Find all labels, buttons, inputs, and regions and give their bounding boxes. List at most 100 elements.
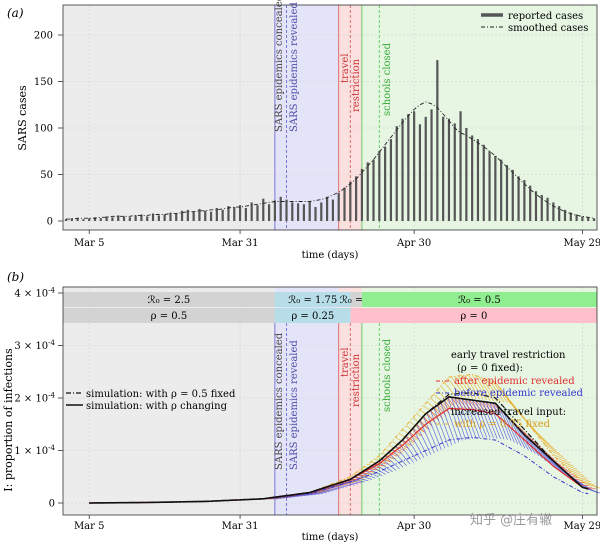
bar	[587, 217, 590, 221]
hatch-after	[478, 400, 489, 412]
phase-concealed-band	[63, 287, 275, 515]
bar	[378, 151, 381, 221]
hatch-increased	[555, 457, 571, 464]
hatch-before	[478, 400, 494, 439]
hatch-before	[447, 397, 463, 441]
hatch-after	[423, 416, 433, 427]
scenario-legend: early travel restriction (ρ = 0 fixed): …	[436, 350, 584, 430]
x-tick-label: May 29	[564, 521, 600, 532]
hatch-increased	[419, 409, 435, 421]
phase-revealed-band	[274, 287, 339, 515]
hatch-increased	[461, 375, 477, 399]
hatch-before	[461, 398, 477, 439]
hatch-before	[381, 458, 397, 471]
label-concealed: SARS epidemics concealed	[274, 0, 285, 132]
bar	[360, 168, 364, 221]
bar	[70, 218, 73, 221]
panel-a-y-ticks: 0 50 100 150 200	[34, 31, 63, 228]
hatch-after	[468, 399, 478, 410]
hatch-increased	[447, 378, 463, 398]
bar	[198, 208, 201, 221]
hatch-increased	[586, 483, 600, 489]
parameter-rows: ℛ₀ = 2.5 ℛ₀ = 1.75 ℛ₀ = 1 ℛ₀ = 0.5 ρ = 0.5 ρ …	[63, 292, 597, 323]
bar	[273, 200, 276, 221]
hatch-increased	[541, 440, 557, 451]
r0-cell	[63, 292, 275, 307]
bar	[314, 207, 317, 221]
hatch-after	[381, 458, 391, 463]
bar	[592, 218, 596, 221]
watermark: 知乎 @庄有辙	[470, 512, 552, 528]
bar	[244, 207, 247, 221]
hatch-increased	[572, 473, 588, 480]
bar	[471, 135, 474, 221]
bar	[563, 209, 567, 221]
r0-cell	[350, 292, 362, 307]
bar	[296, 203, 300, 221]
y-tick-label: 4 × 10-4	[14, 287, 55, 300]
bar	[88, 218, 91, 221]
legend-sim-fixed-label: simulation: with ρ = 0.5 fixed	[86, 389, 236, 400]
bar	[558, 206, 561, 221]
hatch-before	[464, 399, 481, 439]
bar	[436, 60, 439, 221]
label-travel-restriction-2: restriction	[351, 353, 362, 407]
hatch-before	[353, 476, 369, 482]
bar	[169, 212, 172, 221]
hatch-increased	[391, 441, 407, 450]
hatch-increased	[402, 429, 418, 441]
hatch-before	[482, 401, 498, 439]
panel-a-frame	[62, 4, 598, 231]
reported-cases-bars	[64, 60, 596, 221]
r0-label: ℛ₀ = 1	[340, 295, 373, 306]
hatch-before	[489, 402, 505, 440]
bar	[465, 128, 468, 221]
hatch-after	[485, 401, 496, 413]
hatch-increased	[576, 476, 592, 483]
bar	[151, 213, 155, 221]
y-tick-label: 100	[34, 124, 53, 135]
y-tick-label: 2 × 10-4	[14, 392, 55, 405]
hatch-increased	[485, 378, 501, 403]
hatch-after	[385, 455, 394, 460]
hatch-increased	[388, 444, 404, 453]
hatch-before	[336, 483, 351, 487]
hatch-before	[367, 468, 383, 477]
hatch-before	[377, 461, 393, 473]
bar	[581, 216, 584, 221]
bar	[331, 199, 335, 221]
panel-b-frame	[62, 286, 598, 516]
bar	[540, 194, 543, 221]
hatch-after	[451, 397, 461, 409]
hatch-after	[475, 400, 485, 411]
r0-label: ℛ₀ = 1.75	[288, 295, 337, 306]
bar	[76, 218, 79, 221]
rho-cell	[350, 308, 597, 323]
bar	[134, 215, 137, 221]
hatch-before	[343, 481, 358, 485]
legend-smoothed-label: smoothed cases	[508, 23, 588, 34]
label-travel-restriction-1: travel	[340, 53, 351, 83]
r0-label: ℛ₀ = 0.5	[458, 295, 501, 306]
bar	[117, 215, 120, 221]
bar	[395, 126, 398, 221]
bar	[256, 205, 259, 221]
hatch-after	[378, 461, 387, 465]
x-tick-label: Apr 30	[396, 521, 431, 532]
bar	[384, 146, 387, 221]
hatch-before	[524, 434, 540, 456]
bar	[291, 202, 294, 221]
bar	[534, 191, 538, 221]
label-schools-closed: schools closed	[382, 338, 393, 412]
bar	[355, 176, 358, 221]
bar	[175, 213, 178, 221]
hatch-after	[437, 405, 447, 417]
bar	[500, 159, 503, 221]
bar	[511, 169, 514, 221]
bar	[250, 202, 253, 221]
hatch-increased	[579, 479, 595, 486]
hatch-before	[440, 402, 456, 444]
y-tick-label: 0	[47, 217, 53, 228]
hatch-increased	[398, 433, 414, 444]
bar	[93, 217, 97, 221]
